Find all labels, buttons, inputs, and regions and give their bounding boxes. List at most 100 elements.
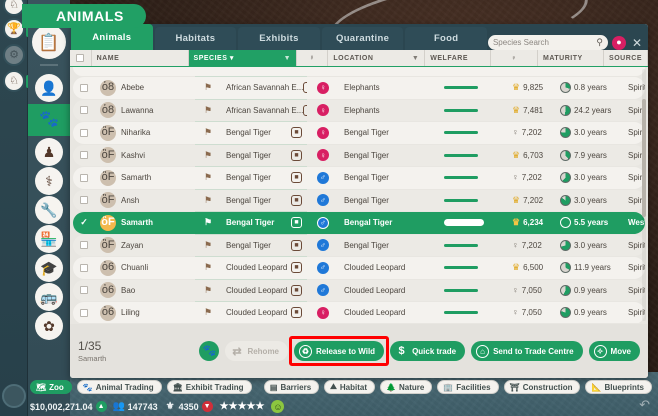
- table-row-partial[interactable]: [73, 67, 645, 76]
- search-input[interactable]: Species Search ⚲: [487, 35, 608, 50]
- row-pin-cell[interactable]: ⚑: [195, 302, 221, 323]
- tab-food[interactable]: Food: [405, 27, 487, 50]
- rail-item-trophy[interactable]: 🏆: [3, 18, 25, 40]
- map-pin-icon[interactable]: ⚑: [203, 104, 213, 115]
- filter-icon-location[interactable]: ▼: [411, 54, 420, 62]
- tab-quarantine[interactable]: Quarantine: [321, 27, 404, 50]
- tab-habitats[interactable]: Habitats: [154, 27, 237, 50]
- map-pin-icon[interactable]: ⚑: [203, 127, 213, 138]
- construction-chip[interactable]: ⛩ Construction: [503, 380, 581, 394]
- row-select-cell[interactable]: [73, 100, 95, 122]
- table-row[interactable]: ὂF Kashvi ⚑ Bengal Tiger ■ ♀ Bengal Tiger ♛ 6,70…: [73, 144, 645, 167]
- row-select-cell[interactable]: [73, 77, 95, 99]
- row-pin-cell[interactable]: ⚑: [195, 212, 221, 234]
- table-row[interactable]: ὀ6 Liling ⚑ Clouded Leopard ■ ♀ Clouded Leopar…: [73, 302, 645, 323]
- species-info-icon[interactable]: ■: [291, 262, 302, 274]
- habitat-chip[interactable]: ⛰ Habitat: [324, 380, 375, 394]
- row-checkbox[interactable]: [80, 308, 88, 317]
- map-pin-icon[interactable]: ⚑: [203, 262, 213, 273]
- row-pin-cell[interactable]: ⚑: [195, 77, 221, 99]
- row-checkbox[interactable]: ✓: [80, 217, 88, 228]
- row-checkbox[interactable]: [80, 241, 88, 250]
- release-to-wild-button[interactable]: ♻ Release to Wild: [294, 341, 385, 361]
- row-pin-cell[interactable]: ⚑: [195, 122, 221, 144]
- map-pin-icon[interactable]: ⚑: [203, 217, 213, 228]
- row-select-cell[interactable]: [73, 122, 95, 144]
- vertical-scrollbar[interactable]: [642, 69, 646, 321]
- menu-item-mechanics[interactable]: 🔧: [32, 194, 66, 226]
- rail-item-research[interactable]: ♘: [3, 70, 25, 92]
- row-pin-cell[interactable]: ⚑: [195, 235, 221, 257]
- row-pin-cell[interactable]: ⚑: [195, 145, 221, 167]
- species-info-icon[interactable]: ■: [291, 127, 302, 139]
- species-info-icon[interactable]: ■: [291, 149, 302, 161]
- rehome-button[interactable]: ⇄ Rehome: [225, 341, 288, 361]
- species-info-icon[interactable]: ■: [291, 172, 302, 184]
- column-header-species[interactable]: SPECIES ▾ ▼: [188, 50, 298, 66]
- select-all-checkbox[interactable]: [76, 54, 85, 62]
- map-pin-icon[interactable]: ⚑: [203, 194, 213, 205]
- map-pin-icon[interactable]: ⚑: [203, 284, 213, 295]
- adopt-button[interactable]: 🐾: [199, 341, 220, 361]
- row-checkbox[interactable]: [80, 196, 88, 205]
- table-row[interactable]: ὂF Niharika ⚑ Bengal Tiger ■ ♀ Bengal Tiger ♀ 7,…: [73, 122, 645, 144]
- column-header-value[interactable]: ♀: [491, 50, 539, 66]
- menu-item-education[interactable]: 🎓: [32, 252, 66, 284]
- row-select-cell[interactable]: [73, 145, 95, 167]
- scrollbar-thumb[interactable]: [642, 99, 646, 217]
- map-pin-icon[interactable]: ⚑: [203, 307, 213, 318]
- row-pin-cell[interactable]: ⚑: [195, 280, 221, 302]
- table-row[interactable]: ✓ ὂF Samarth ⚑ Bengal Tiger ■ ♂ Bengal Tiger ♛ 6,…: [73, 212, 645, 234]
- row-select-cell[interactable]: ✓: [73, 212, 95, 234]
- map-pin-icon[interactable]: ⚑: [203, 82, 213, 93]
- species-info-icon[interactable]: ■: [291, 307, 302, 319]
- column-header-source[interactable]: SOURCE: [604, 50, 648, 66]
- zoo-chip[interactable]: 🗺 Zoo: [30, 380, 72, 394]
- tab-animals[interactable]: Animals: [71, 24, 153, 50]
- menu-item-management[interactable]: 📋: [32, 25, 66, 59]
- filter-icon[interactable]: ▼: [283, 54, 292, 62]
- menu-item-vets[interactable]: ⚕: [32, 165, 66, 197]
- row-pin-cell[interactable]: ⚑: [195, 100, 221, 122]
- menu-item-animals[interactable]: 🐾: [28, 104, 70, 136]
- blueprints-chip[interactable]: 📐 Blueprints: [585, 380, 652, 394]
- row-checkbox[interactable]: [80, 128, 88, 137]
- column-header-maturity[interactable]: MATURITY: [538, 50, 605, 66]
- tab-exhibits[interactable]: Exhibits: [238, 27, 320, 50]
- facilities-chip[interactable]: 🏢 Facilities: [437, 380, 499, 394]
- column-header-welfare[interactable]: WELFARE: [425, 50, 492, 66]
- row-checkbox[interactable]: [80, 173, 88, 182]
- table-row[interactable]: ὀ6 Chuanli ⚑ Clouded Leopard ■ ♂ Clouded Leopa…: [73, 257, 645, 279]
- column-header-location[interactable]: LOCATION ▼: [328, 50, 426, 66]
- row-select-cell[interactable]: [73, 167, 95, 189]
- rail-item-settings[interactable]: ⚙: [3, 44, 25, 66]
- row-select-cell[interactable]: [73, 235, 95, 257]
- row-pin-cell[interactable]: ⚑: [195, 167, 221, 189]
- menu-item-shops[interactable]: 🏪: [32, 223, 66, 255]
- exhibit-trading-chip[interactable]: 🏛 Exhibit Trading: [166, 380, 252, 394]
- row-checkbox[interactable]: [80, 286, 88, 295]
- species-info-icon[interactable]: ■: [303, 82, 307, 94]
- row-checkbox[interactable]: [80, 106, 88, 115]
- row-select-cell[interactable]: [73, 280, 95, 302]
- species-info-icon[interactable]: ■: [303, 104, 307, 116]
- table-row[interactable]: ὂF Samarth ⚑ Bengal Tiger ■ ♂ Bengal Tiger ♀ 7,2…: [73, 167, 645, 189]
- column-header-name[interactable]: NAME: [91, 50, 189, 66]
- row-select-cell[interactable]: [73, 302, 95, 323]
- pin-panel-button[interactable]: ●: [611, 35, 626, 50]
- row-select-cell[interactable]: [73, 257, 95, 279]
- menu-item-keepers[interactable]: ♟: [32, 136, 66, 168]
- table-row[interactable]: ὂF Zayan ⚑ Bengal Tiger ■ ♂ Bengal Tiger ♀ 7,202…: [73, 234, 645, 257]
- row-pin-cell[interactable]: ⚑: [195, 257, 221, 279]
- select-all-header[interactable]: [70, 50, 92, 66]
- row-pin-cell[interactable]: ⚑: [195, 190, 221, 212]
- row-checkbox[interactable]: [80, 151, 88, 160]
- column-header-sex[interactable]: ☿: [297, 50, 329, 66]
- quick-trade-button[interactable]: $ Quick trade: [390, 341, 466, 361]
- row-checkbox[interactable]: [80, 83, 88, 92]
- species-info-icon[interactable]: ■: [291, 194, 302, 206]
- menu-item-staff[interactable]: 👤: [32, 72, 66, 104]
- table-row[interactable]: ὁ8 Lawanna ⚑ African Savannah E...■ ♀ Elephan…: [73, 99, 645, 122]
- undo-icon[interactable]: ↶: [639, 397, 650, 412]
